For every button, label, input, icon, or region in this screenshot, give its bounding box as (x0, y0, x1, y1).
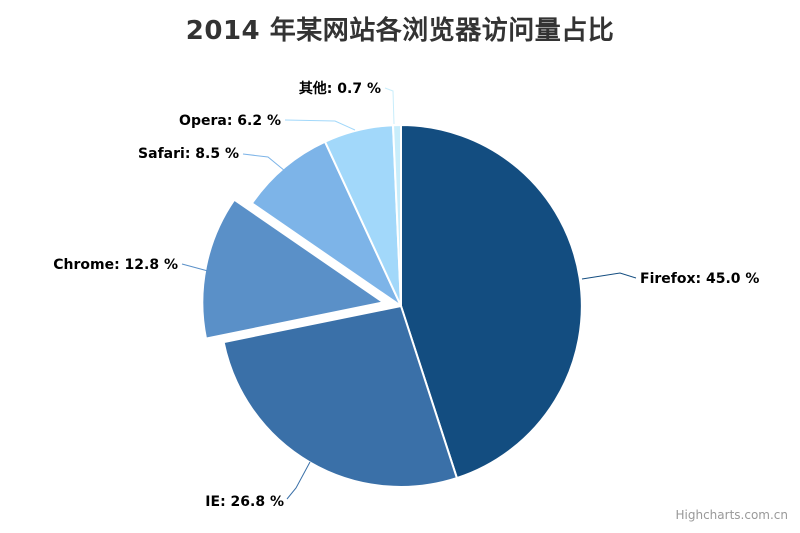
chart-title: 2014 年某网站各浏览器访问量占比 (185, 16, 615, 46)
data-label-chrome: Chrome: 12.8 % (53, 257, 178, 273)
credits-link[interactable]: Highcharts.com.cn (675, 508, 789, 522)
pie-slice-chrome[interactable] (201, 198, 385, 340)
label-connector-opera (284, 119, 356, 131)
label-connector-safari (242, 153, 286, 172)
data-label-firefox: Firefox: 45.0 % (640, 271, 759, 287)
data-label-other: 其他: 0.7 % (299, 80, 381, 97)
data-label-opera: Opera: 6.2 % (179, 113, 281, 129)
data-label-ie: IE: 26.8 % (205, 494, 284, 510)
label-connector-ie (286, 461, 311, 500)
label-connector-firefox (581, 272, 637, 280)
label-connector-other (384, 87, 395, 125)
pie-slice-other[interactable] (392, 124, 402, 307)
pie-slice-firefox[interactable] (400, 124, 583, 480)
data-label-safari: Safari: 8.5 % (138, 146, 239, 162)
pie-slice-safari[interactable] (250, 140, 402, 307)
label-connector-chrome (181, 263, 209, 272)
